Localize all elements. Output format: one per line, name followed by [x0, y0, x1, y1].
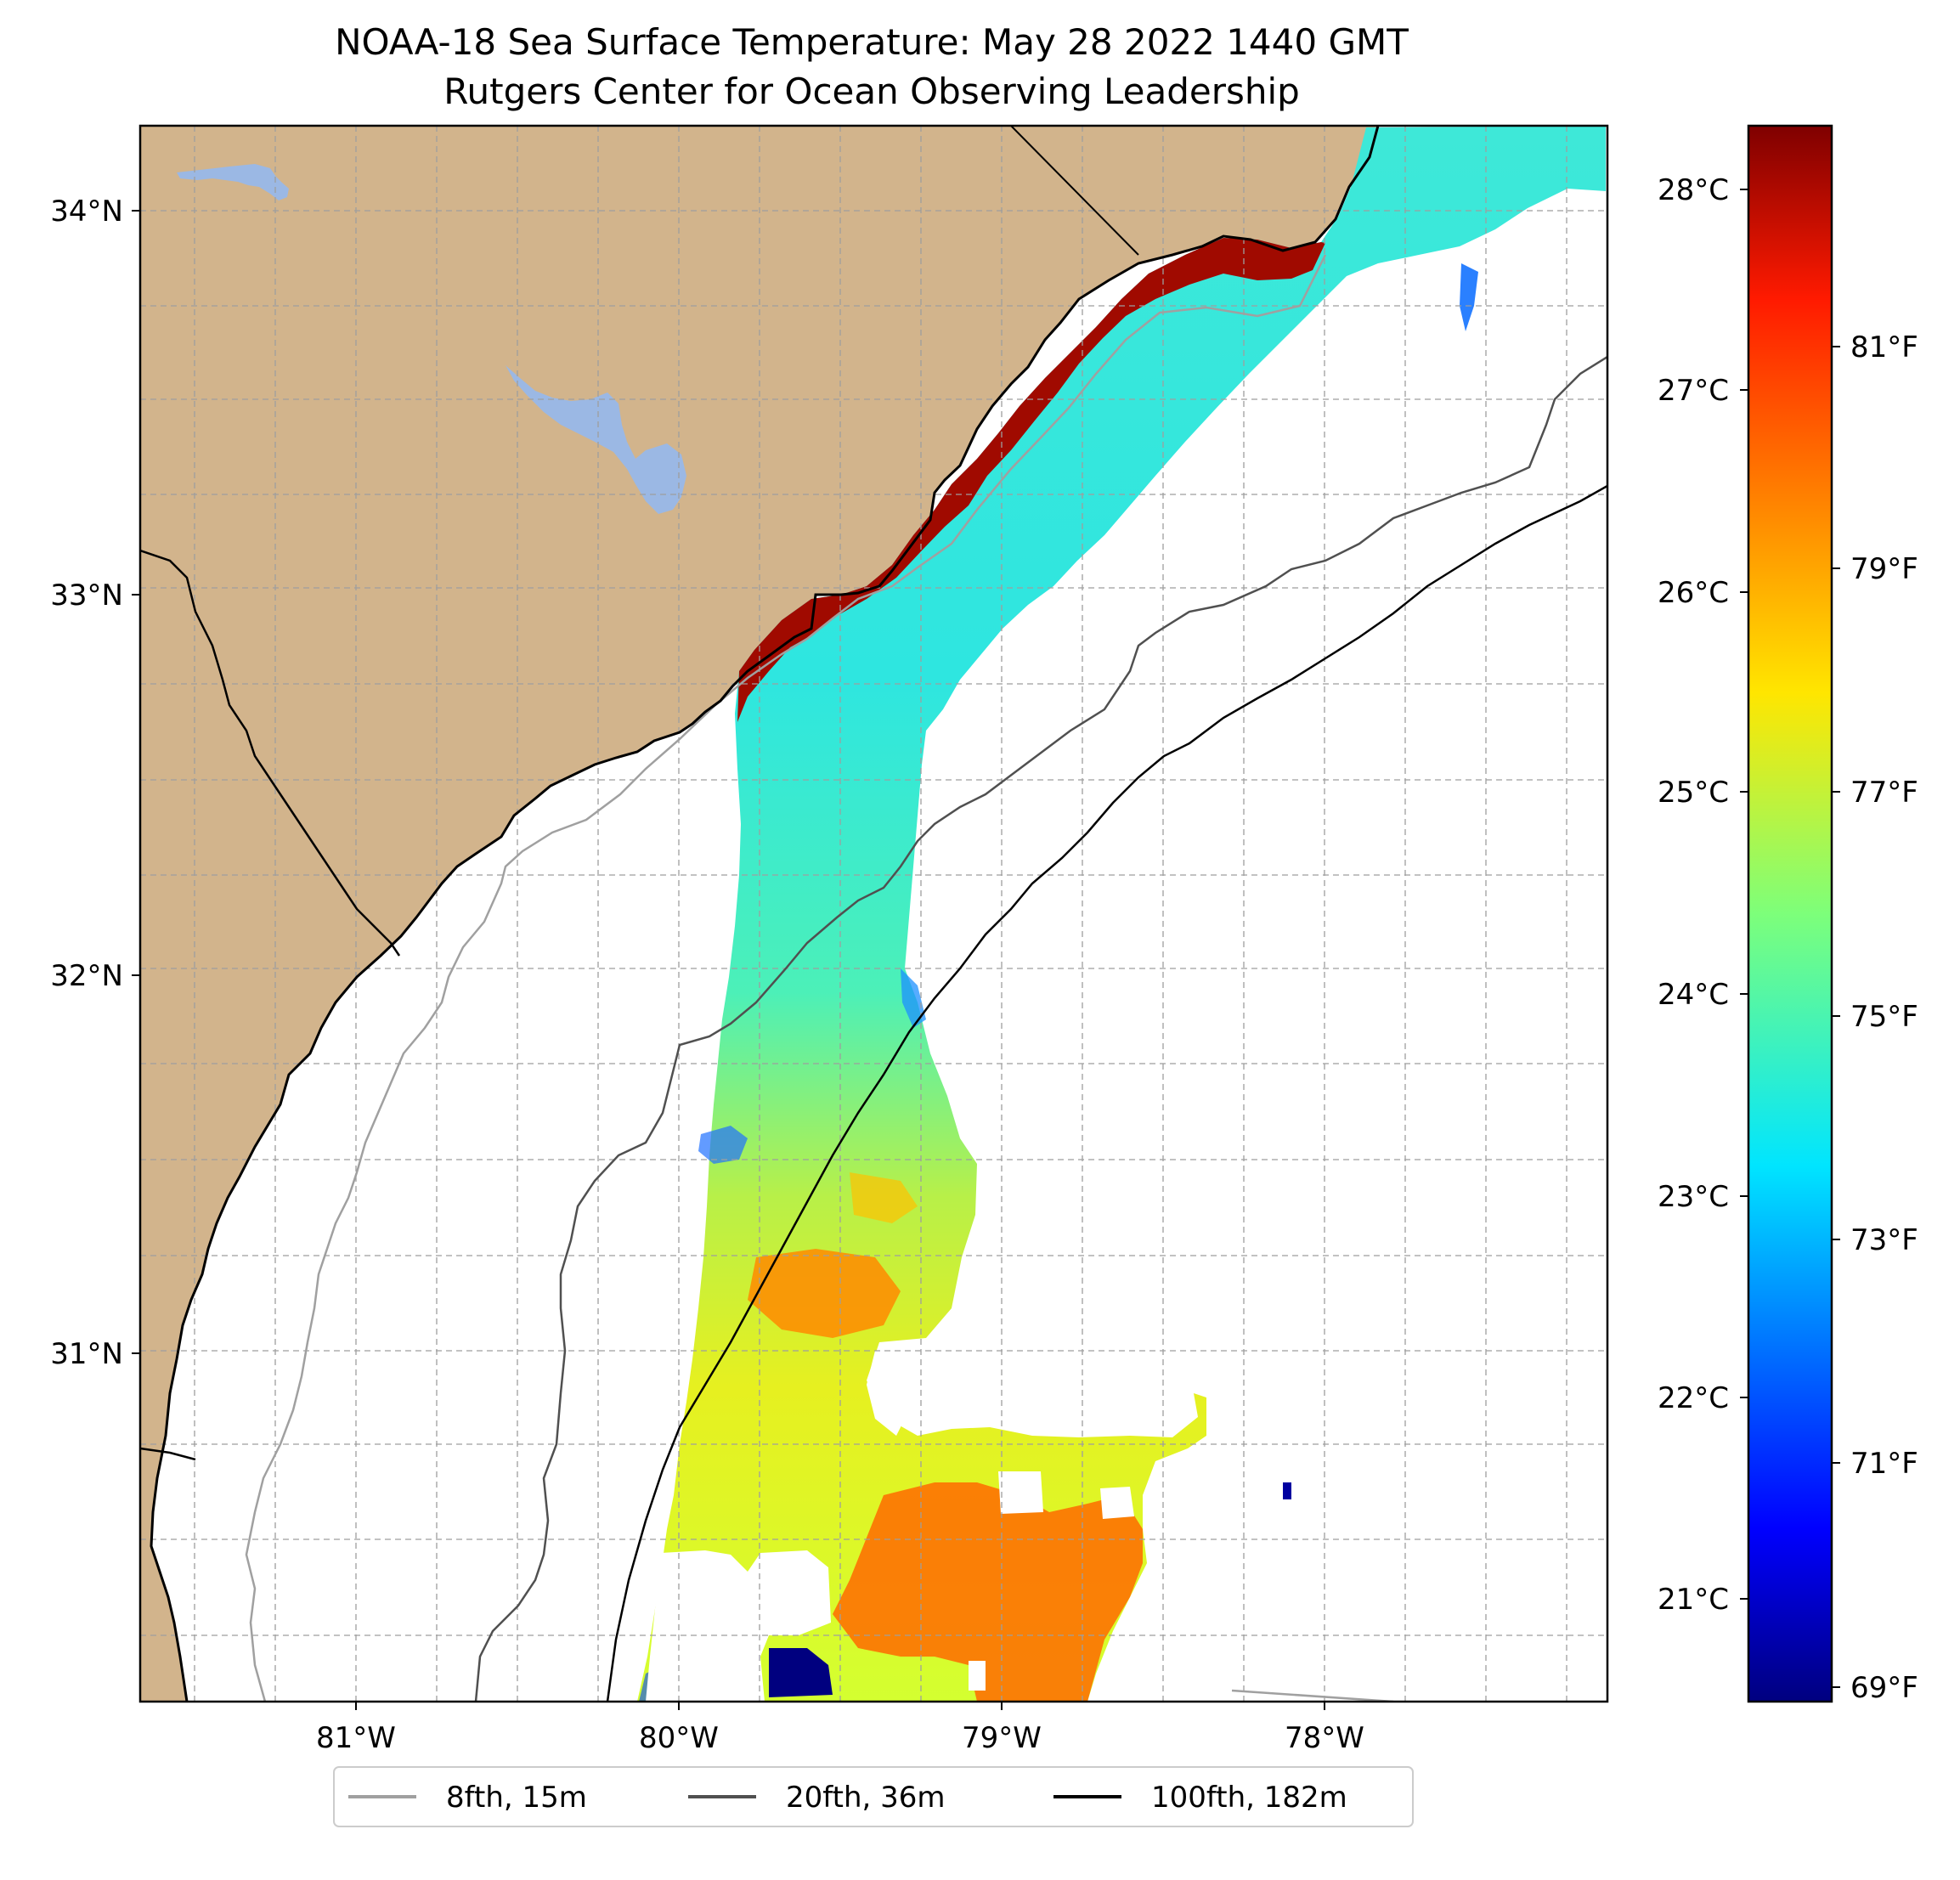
cool-patch [901, 968, 926, 1028]
celsius-tick-label: 22°C [1658, 1381, 1729, 1415]
fahrenheit-tick-label: 79°F [1850, 552, 1918, 586]
lon-axis: 81°W 80°W 79°W 78°W [316, 1702, 1364, 1755]
state-boundary [140, 549, 401, 957]
no-data-hole [1100, 1487, 1134, 1519]
map-title-line2: Rutgers Center for Ocean Observing Leade… [443, 71, 1300, 112]
celsius-tick-label: 21°C [1658, 1583, 1729, 1617]
celsius-tick-label: 26°C [1658, 576, 1729, 610]
contour-20fth-36m [474, 355, 1607, 1702]
warm-patch [748, 1249, 901, 1338]
fahrenheit-tick-label: 75°F [1850, 1000, 1918, 1034]
warm-patch [850, 1172, 918, 1223]
celsius-tick-label: 28°C [1658, 173, 1729, 207]
no-data-hole [867, 1351, 909, 1436]
state-boundary [1010, 126, 1139, 256]
map-title-line1: NOAA-18 Sea Surface Temperature: May 28 … [335, 21, 1409, 63]
cool-patch [1460, 263, 1478, 331]
celsius-ticks [1740, 189, 1748, 1600]
legend: 8fth, 15m 20fth, 36m 100fth, 182m [333, 1766, 1414, 1827]
fahrenheit-tick-label: 81°F [1850, 330, 1918, 364]
cool-patch [698, 1126, 748, 1164]
lat-label-31n: 31°N [50, 1337, 123, 1371]
lake [506, 365, 686, 514]
fahrenheit-tick-label: 69°F [1850, 1671, 1918, 1705]
celsius-tick-label: 25°C [1658, 776, 1729, 810]
map-frame [138, 124, 1609, 1703]
celsius-tick-label: 23°C [1658, 1180, 1729, 1214]
celsius-tick-label: 24°C [1658, 978, 1729, 1012]
no-data-hole [646, 1550, 831, 1702]
no-data-hole [998, 1471, 1043, 1514]
no-data-hole [969, 1661, 986, 1691]
lat-label-33n: 33°N [50, 579, 123, 613]
map-area [140, 126, 1607, 1702]
legend-label-8fth: 8fth, 15m [446, 1781, 587, 1815]
legend-label-20fth: 20fth, 36m [786, 1781, 946, 1815]
lon-label-78w: 78°W [1285, 1721, 1364, 1755]
cool-patch [1283, 1482, 1291, 1499]
colorbar-gradient [1747, 124, 1833, 1703]
lon-label-81w: 81°W [316, 1721, 396, 1755]
celsius-tick-label: 27°C [1658, 374, 1729, 408]
state-boundary [140, 1447, 196, 1461]
fahrenheit-tick-label: 77°F [1850, 776, 1918, 810]
lake [177, 164, 289, 200]
warm-patch [833, 1482, 1143, 1702]
lon-label-80w: 80°W [639, 1721, 719, 1755]
lat-label-32n: 32°N [50, 959, 123, 993]
fahrenheit-ticks [1832, 346, 1840, 1688]
land [140, 126, 1378, 1702]
colorbar: 28°C 27°C 26°C 25°C 24°C 23°C 22°C 21°C … [1658, 124, 1918, 1705]
legend-label-100fth: 100fth, 182m [1151, 1781, 1347, 1815]
cool-patch [769, 1648, 833, 1697]
fahrenheit-tick-label: 71°F [1850, 1447, 1918, 1481]
lat-label-34n: 34°N [50, 195, 123, 229]
lat-axis: 34°N 33°N 32°N 31°N [50, 195, 140, 1371]
coastline [150, 126, 1380, 1702]
contour-100fth-182m [606, 484, 1607, 1702]
lon-label-79w: 79°W [962, 1721, 1042, 1755]
fahrenheit-tick-label: 73°F [1850, 1223, 1918, 1257]
legend-box [333, 1766, 1414, 1827]
contour-8fth-15m [245, 254, 1394, 1702]
